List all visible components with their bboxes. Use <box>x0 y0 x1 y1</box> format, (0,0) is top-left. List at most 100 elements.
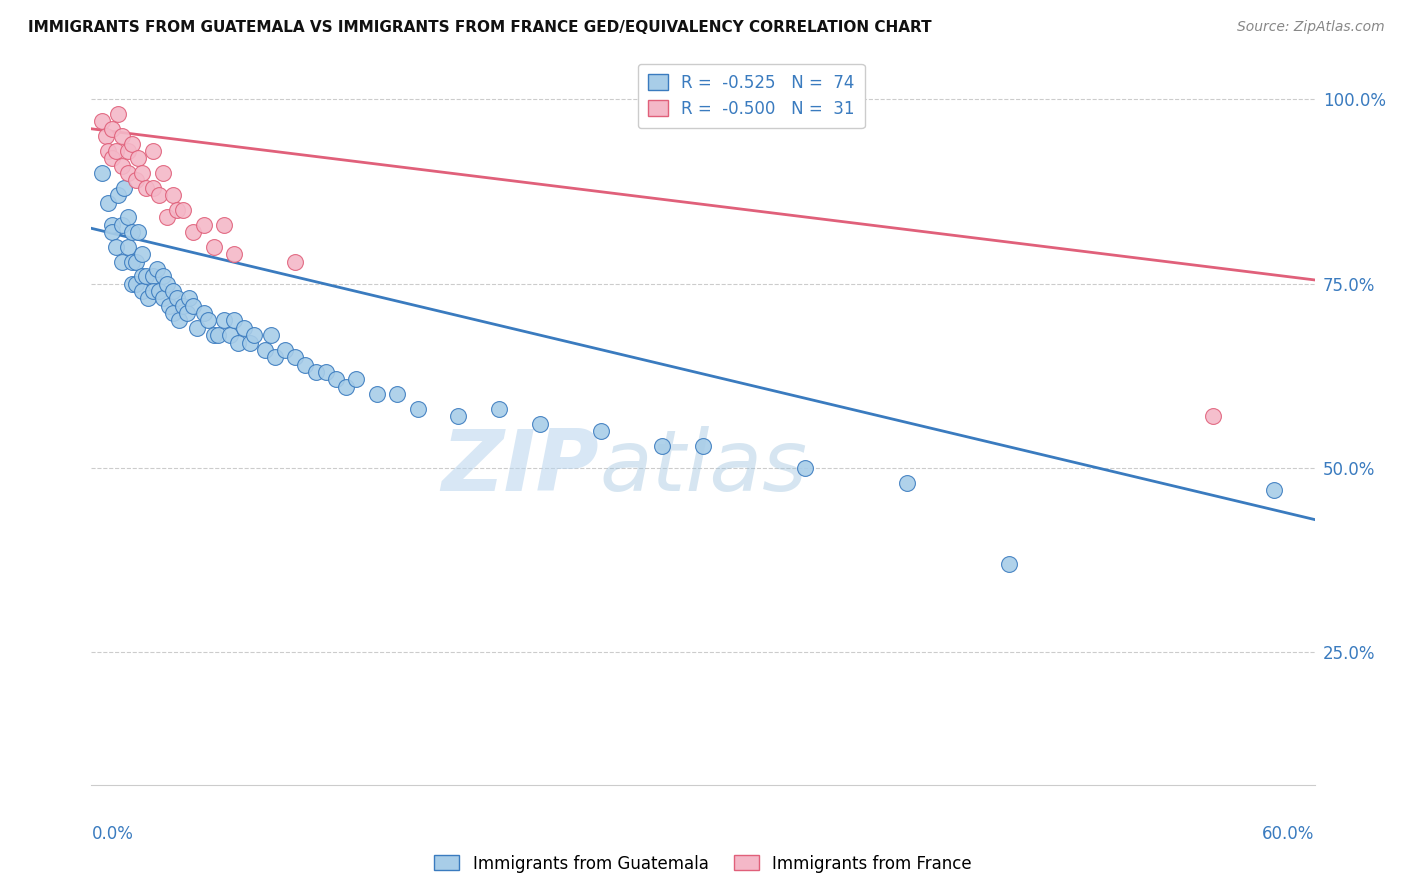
Point <box>107 107 129 121</box>
Point <box>111 159 134 173</box>
Point <box>121 136 143 151</box>
Point <box>260 328 283 343</box>
Point <box>127 151 149 165</box>
Text: atlas: atlas <box>599 425 807 508</box>
Point <box>222 313 246 327</box>
Point <box>335 380 357 394</box>
Point <box>166 291 188 305</box>
Point <box>1263 483 1285 497</box>
Point <box>274 343 297 357</box>
Point <box>141 284 163 298</box>
Point <box>107 188 129 202</box>
Point <box>294 358 316 372</box>
Point <box>131 247 153 261</box>
Point <box>148 284 170 298</box>
Point <box>152 269 174 284</box>
Point <box>121 277 143 291</box>
Point <box>193 218 215 232</box>
Point <box>315 365 337 379</box>
Point <box>325 372 347 386</box>
Text: IMMIGRANTS FROM GUATEMALA VS IMMIGRANTS FROM FRANCE GED/EQUIVALENCY CORRELATION : IMMIGRANTS FROM GUATEMALA VS IMMIGRANTS … <box>28 20 932 35</box>
Point <box>111 254 134 268</box>
Point <box>156 211 179 225</box>
Point <box>591 424 613 438</box>
Point <box>176 306 198 320</box>
Point <box>111 218 134 232</box>
Point <box>183 299 205 313</box>
Point <box>226 335 249 350</box>
Point <box>202 240 225 254</box>
Point <box>117 211 139 225</box>
Point <box>346 372 368 386</box>
Point <box>183 225 205 239</box>
Point <box>148 188 170 202</box>
Point <box>152 291 174 305</box>
Point <box>117 144 139 158</box>
Point <box>651 439 673 453</box>
Point <box>207 328 229 343</box>
Point <box>131 166 153 180</box>
Point <box>162 284 184 298</box>
Point <box>253 343 276 357</box>
Point <box>172 202 194 217</box>
Point <box>488 401 510 416</box>
Point <box>90 114 112 128</box>
Point <box>385 387 409 401</box>
Point <box>162 188 184 202</box>
Point <box>152 166 174 180</box>
Point <box>131 269 153 284</box>
Point <box>162 306 184 320</box>
Point <box>219 328 242 343</box>
Point <box>127 225 149 239</box>
Point <box>135 269 157 284</box>
Point <box>222 247 246 261</box>
Point <box>447 409 470 424</box>
Point <box>156 277 179 291</box>
Point <box>692 439 714 453</box>
Point <box>125 173 148 187</box>
Point <box>138 291 160 305</box>
Point <box>141 181 163 195</box>
Point <box>117 166 139 180</box>
Point <box>121 225 143 239</box>
Point <box>193 306 215 320</box>
Point <box>239 335 262 350</box>
Point <box>101 121 124 136</box>
Point <box>166 202 188 217</box>
Point <box>90 166 112 180</box>
Point <box>212 218 235 232</box>
Point <box>117 240 139 254</box>
Point <box>529 417 551 431</box>
Point <box>212 313 235 327</box>
Text: 60.0%: 60.0% <box>1263 825 1315 843</box>
Point <box>406 401 429 416</box>
Point <box>125 254 148 268</box>
Point <box>197 313 219 327</box>
Point <box>243 328 266 343</box>
Point <box>141 269 163 284</box>
Point <box>179 291 201 305</box>
Point <box>125 277 148 291</box>
Point <box>145 261 167 276</box>
Point <box>896 475 918 490</box>
Point <box>101 225 124 239</box>
Point <box>284 351 307 365</box>
Point <box>264 351 287 365</box>
Point <box>998 557 1021 571</box>
Point <box>104 240 127 254</box>
Point <box>793 461 815 475</box>
Point <box>141 144 163 158</box>
Point <box>304 365 326 379</box>
Point <box>111 129 134 144</box>
Point <box>233 321 256 335</box>
Point <box>284 254 307 268</box>
Point <box>167 313 190 327</box>
Point <box>131 284 153 298</box>
Point <box>97 195 120 210</box>
Point <box>1202 409 1225 424</box>
Point <box>157 299 180 313</box>
Text: 0.0%: 0.0% <box>91 825 134 843</box>
Point <box>202 328 225 343</box>
Point <box>112 181 135 195</box>
Point <box>97 144 120 158</box>
